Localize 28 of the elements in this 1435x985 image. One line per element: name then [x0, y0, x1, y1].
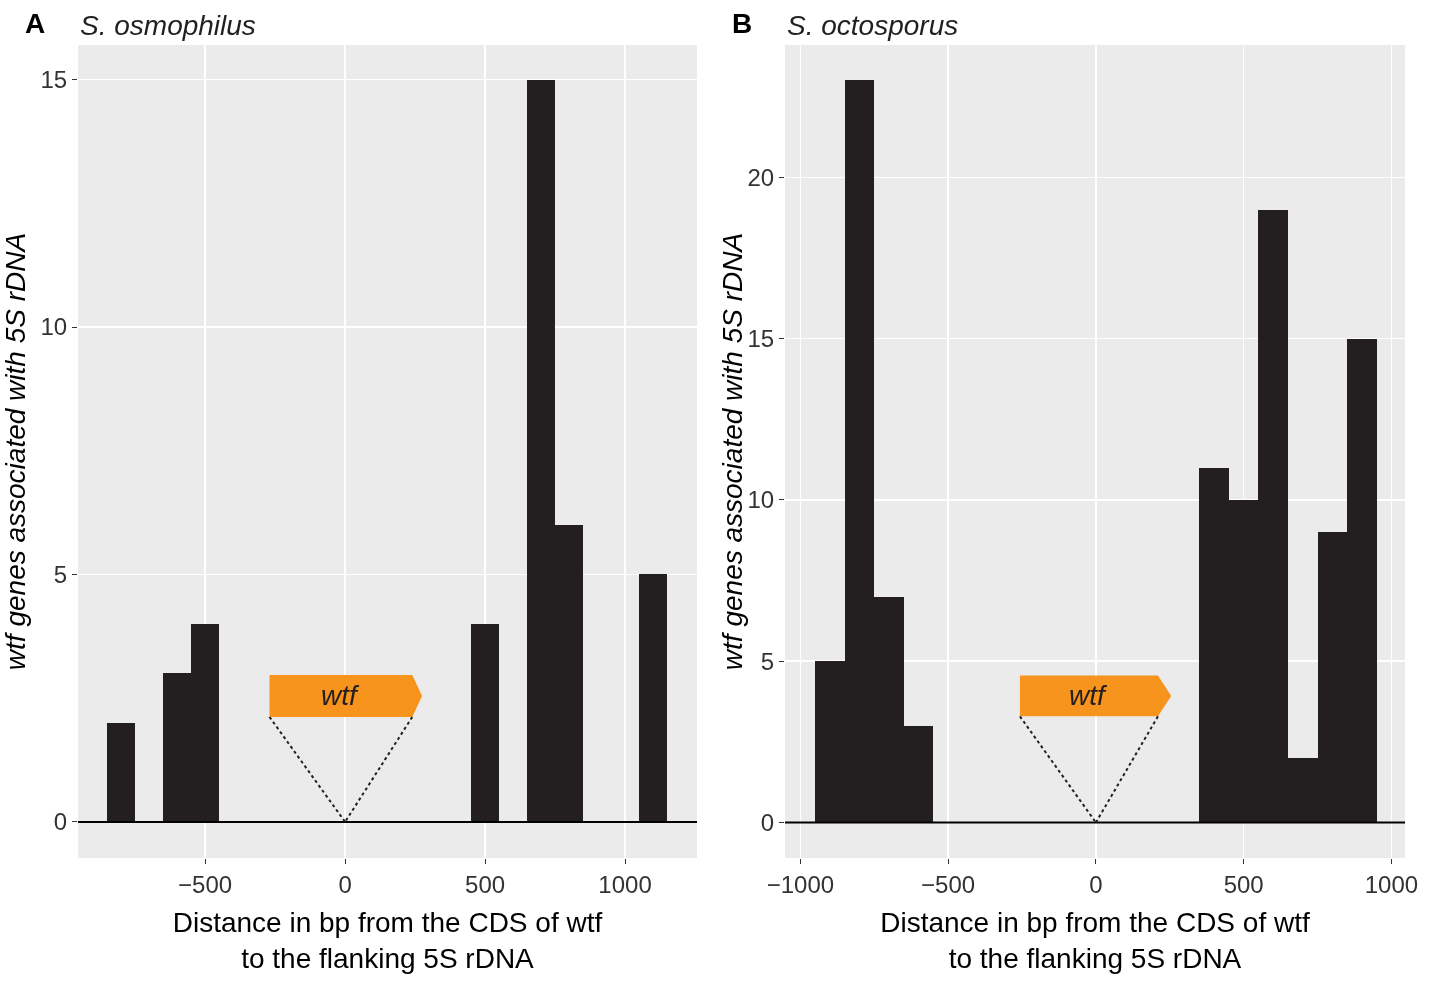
- x-tick-label: −500: [921, 870, 976, 898]
- y-tick-label: 15: [747, 324, 775, 352]
- x-axis-title: Distance in bp from the CDS of wtf to the flanking 5S rDNA: [880, 906, 1310, 975]
- x-axis-title: Distance in bp from the CDS of wtf to the flanking 5S rDNA: [172, 906, 603, 975]
- y-axis-title: wtf genes associated with 5S rDNA: [717, 232, 748, 671]
- y-tick-label: 0: [760, 808, 775, 836]
- x-tick-label: −1000: [766, 870, 835, 898]
- x-tick-label: 1000: [1364, 870, 1419, 898]
- x-tick-label: 500: [1223, 870, 1264, 898]
- x-tick-label: −500: [178, 870, 233, 898]
- x-tick-label: 1000: [598, 870, 652, 898]
- chart-title: S. osmophilus: [80, 10, 256, 41]
- x-tick-label: 0: [1089, 870, 1103, 898]
- y-tick-label: 0: [53, 808, 68, 836]
- y-tick-label: 5: [760, 647, 775, 675]
- y-axis-title: wtf genes associated with 5S rDNA: [0, 232, 31, 671]
- y-tick-label: 15: [40, 66, 68, 94]
- y-tick-label: 5: [53, 560, 68, 588]
- text: B: [732, 8, 753, 39]
- y-tick-label: 10: [40, 313, 68, 341]
- annotation: wtf: [321, 680, 360, 711]
- annotation: wtf: [1069, 680, 1108, 711]
- x-tick-label: 500: [465, 870, 506, 898]
- x-tick-label: 0: [338, 870, 352, 898]
- text: A: [25, 8, 46, 39]
- y-tick-label: 20: [747, 163, 775, 191]
- chart-title: S. octosporus: [787, 10, 959, 41]
- y-tick-label: 10: [747, 486, 775, 514]
